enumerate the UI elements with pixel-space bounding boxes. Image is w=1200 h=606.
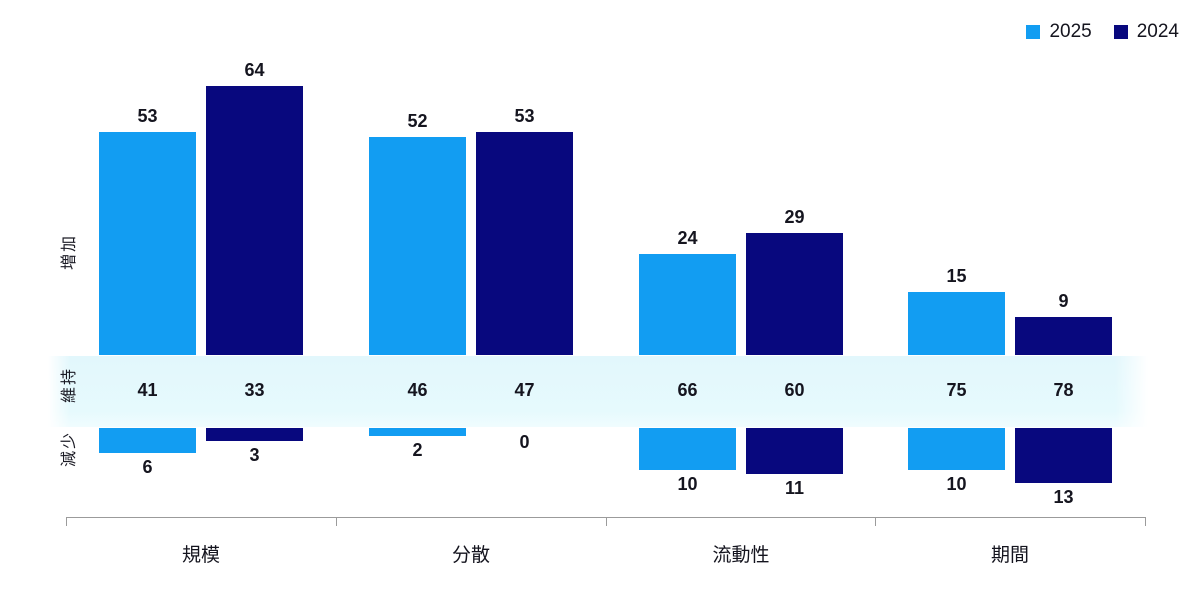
maintain-value-2024: 47	[514, 380, 535, 400]
legend-label-2024: 2024	[1136, 21, 1179, 42]
bar-increase-2024	[206, 86, 303, 355]
bar-increase-2025	[639, 254, 736, 355]
legend: 2025 2024	[1026, 22, 1179, 41]
bar-decrease-2024	[206, 428, 303, 441]
decrease-value-2024: 11	[784, 478, 805, 499]
x-axis-tick	[605, 517, 607, 526]
increase-value-2025: 24	[677, 228, 698, 249]
decrease-value-2024: 0	[519, 432, 530, 452]
bar-decrease-2024	[746, 428, 843, 475]
maintain-value-2025: 66	[677, 380, 698, 400]
category-label-4: 期間	[990, 545, 1029, 566]
legend-label-2025: 2025	[1049, 21, 1092, 42]
row-label-decrease: 減少	[61, 430, 78, 468]
x-axis-tick	[66, 517, 67, 526]
maintain-value-2024: 60	[784, 380, 805, 400]
legend-swatch-2025	[1026, 24, 1041, 39]
category-label-2: 分散	[451, 545, 490, 566]
decrease-value-2025: 10	[677, 474, 698, 494]
increase-value-2024: 9	[1058, 291, 1069, 312]
increase-value-2025: 53	[137, 106, 158, 127]
row-label-maintain: 維持	[61, 366, 78, 404]
decrease-value-2024: 13	[1053, 486, 1074, 507]
decrease-value-2024: 3	[249, 444, 260, 465]
increase-value-2024: 53	[514, 106, 535, 127]
category-label-1: 規模	[181, 545, 220, 566]
bar-decrease-2025	[908, 428, 1005, 470]
legend-item-2025: 2025	[1026, 21, 1092, 42]
legend-item-2024: 2024	[1113, 21, 1179, 42]
bar-decrease-2024	[1015, 428, 1112, 483]
bar-decrease-2025	[639, 428, 736, 470]
bar-increase-2025	[99, 132, 196, 355]
legend-swatch-2024	[1113, 24, 1128, 39]
bar-increase-2025	[369, 136, 466, 355]
increase-value-2025: 52	[407, 110, 428, 131]
maintain-value-2024: 33	[244, 380, 265, 400]
category-label-3: 流動性	[712, 545, 770, 566]
bar-decrease-2025	[369, 428, 466, 437]
increase-value-2024: 29	[784, 207, 805, 228]
row-label-increase: 増加	[61, 233, 78, 271]
bar-increase-2024	[1015, 317, 1112, 355]
bar-increase-2024	[746, 233, 843, 355]
maintain-value-2025: 75	[946, 380, 967, 400]
increase-value-2025: 15	[946, 266, 967, 286]
x-axis-tick	[1145, 517, 1146, 526]
x-axis-tick	[875, 517, 877, 526]
bar-increase-2024	[476, 132, 573, 355]
maintain-value-2025: 46	[407, 380, 428, 400]
decrease-value-2025: 10	[946, 474, 967, 494]
bar-decrease-2025	[99, 428, 196, 454]
maintain-value-2025: 41	[137, 380, 158, 400]
increase-value-2024: 64	[244, 60, 265, 81]
decrease-value-2025: 6	[142, 457, 153, 478]
x-axis-tick	[335, 517, 337, 526]
bar-increase-2025	[908, 292, 1005, 355]
maintain-band	[48, 356, 1148, 427]
maintain-value-2024: 78	[1053, 380, 1074, 400]
decrease-value-2025: 2	[412, 440, 423, 461]
